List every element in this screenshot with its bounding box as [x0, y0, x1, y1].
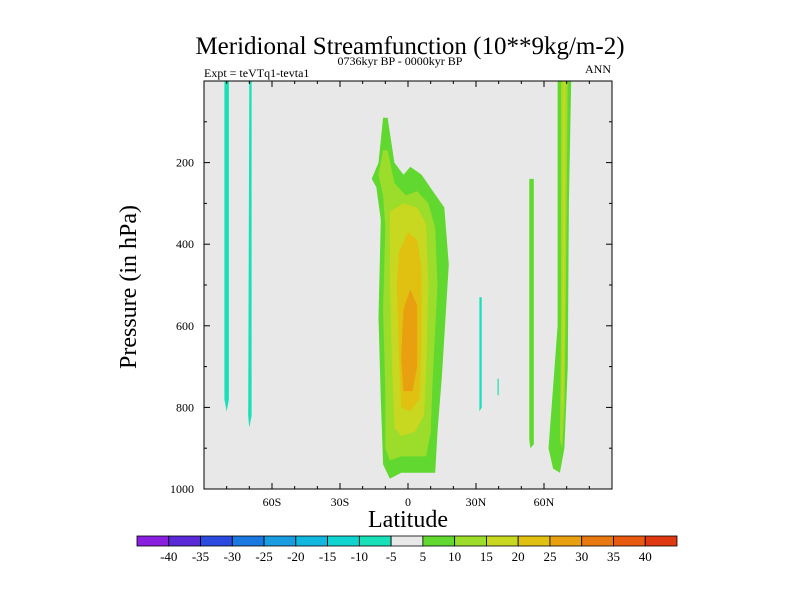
colorbar-label: -15: [319, 549, 336, 564]
chart-title: Meridional Streamfunction (10**9kg/m-2): [195, 33, 624, 60]
colorbar-swatch: [168, 535, 201, 547]
period-label: 0736kyr BP - 0000kyr BP: [338, 54, 463, 68]
x-tick-label: 0: [405, 495, 411, 509]
colorbar-label: 30: [575, 549, 588, 564]
y-tick-label: 200: [176, 156, 194, 170]
colorbar-label: 20: [512, 549, 525, 564]
colorbar-label: 35: [607, 549, 620, 564]
contour-fills: [224, 81, 572, 479]
colorbar-swatch: [358, 535, 392, 547]
colorbar-swatch: [390, 535, 424, 547]
colorbar-swatch: [486, 535, 519, 547]
colorbar-label: 40: [639, 549, 652, 564]
colorbar-swatch: [644, 535, 678, 547]
colorbar-label: -40: [160, 549, 177, 564]
colorbar-swatch: [517, 535, 551, 547]
x-axis-ticks: 60S 30S 0 30N 60N: [226, 81, 590, 509]
contour-region-0: [224, 81, 229, 412]
colorbar-label: 25: [543, 549, 556, 564]
y-axis-label: Pressure (in hPa): [116, 205, 142, 369]
x-tick-label: 30N: [466, 495, 487, 509]
colorbar-swatch: [454, 535, 487, 547]
x-axis-label: Latitude: [368, 507, 448, 533]
colorbar-swatch: [136, 535, 170, 547]
x-tick-label: 30S: [331, 495, 350, 509]
colorbar-swatch: [422, 535, 456, 547]
colorbar-label: -10: [351, 549, 368, 564]
experiment-label: Expt = teVTq1-tevta1: [204, 66, 309, 80]
y-axis-ticks: 200 400 600 800 1000: [170, 121, 612, 496]
colorbar-label: 5: [420, 549, 427, 564]
colorbar-label: -25: [255, 549, 272, 564]
contour-region-3: [497, 378, 499, 396]
colorbar-label: 10: [448, 549, 461, 564]
colorbar-swatch: [613, 535, 646, 547]
colorbar-label: -35: [192, 549, 209, 564]
season-label: ANN: [585, 62, 611, 76]
colorbar: -40 -35 -30 -25 -20 -15 -10 -5 5 10 15 20 25 30 35 40: [136, 535, 678, 564]
colorbar-label: -20: [287, 549, 304, 564]
y-tick-label: 600: [176, 319, 194, 333]
colorbar-swatch: [295, 535, 328, 547]
colorbar-swatch: [231, 535, 265, 547]
colorbar-swatch: [327, 535, 360, 547]
colorbar-swatch: [581, 535, 614, 547]
contour-region-9: [529, 178, 534, 449]
colorbar-swatch: [263, 535, 297, 547]
y-tick-label: 400: [176, 237, 194, 251]
contour-region-12: [562, 81, 566, 408]
y-tick-label: 800: [176, 400, 194, 414]
colorbar-label: -30: [224, 549, 241, 564]
contour-region-2: [479, 297, 482, 412]
y-tick-label: 1000: [170, 482, 194, 496]
x-tick-label: 60S: [263, 495, 282, 509]
contour-region-1: [248, 81, 252, 428]
x-tick-label: 60N: [534, 495, 555, 509]
colorbar-label: 15: [480, 549, 493, 564]
colorbar-swatch: [200, 535, 233, 547]
colorbar-swatch: [549, 535, 583, 547]
colorbar-label: -5: [386, 549, 397, 564]
contour-region-8: [401, 289, 418, 392]
